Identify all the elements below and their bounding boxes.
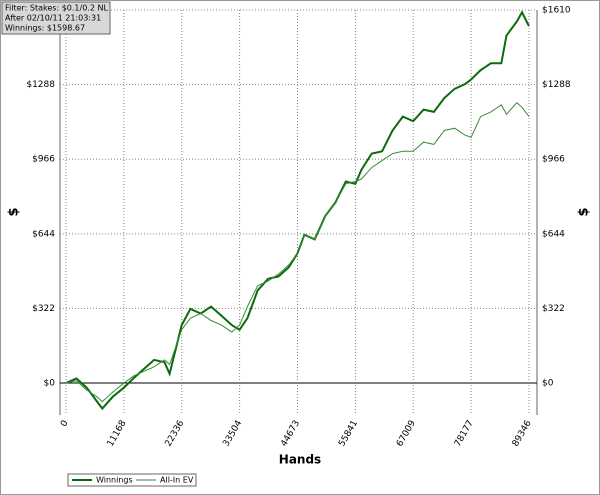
y-tick-label-right: $322	[542, 304, 565, 314]
y-tick-label-right: $1610	[542, 6, 571, 16]
legend-label: All-In EV	[160, 476, 194, 485]
x-axis-label: Hands	[279, 453, 321, 467]
info-line: After 02/10/11 21:03:31	[5, 14, 101, 23]
series-line	[65, 101, 530, 403]
info-box-bg	[1, 1, 111, 35]
legend-box	[67, 473, 197, 487]
y-tick-label: $322	[32, 304, 55, 314]
y-axis-label-right: $	[577, 207, 592, 216]
info-line: Winnings: $1598.67	[5, 24, 85, 33]
legend-label: Winnings	[96, 476, 133, 485]
y-tick-label: $1288	[26, 80, 55, 90]
y-tick-label: $644	[32, 229, 55, 239]
y-tick-label: $0	[44, 379, 56, 389]
y-axis-label: $	[7, 207, 22, 216]
y-tick-label-right: $644	[542, 229, 565, 239]
info-line: Filter: Stakes: $0.1/0.2 NL	[5, 4, 108, 13]
y-tick-label: $966	[32, 155, 55, 165]
y-tick-label-right: $1288	[542, 80, 571, 90]
y-tick-label-right: $0	[542, 379, 554, 389]
y-tick-label-right: $966	[542, 155, 565, 165]
x-tick-label: 0	[59, 419, 71, 429]
